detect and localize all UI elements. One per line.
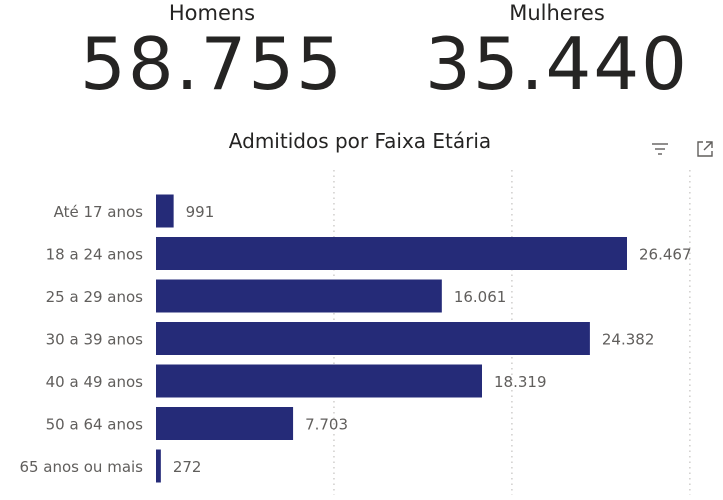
grid-lines — [333, 170, 691, 495]
bar[interactable] — [156, 364, 483, 398]
data-label: 7.703 — [305, 416, 348, 434]
bar[interactable] — [156, 279, 442, 313]
filter-icon[interactable] — [650, 139, 670, 159]
data-label: 24.382 — [602, 331, 655, 349]
data-label: 16.061 — [454, 288, 507, 306]
kpi-mulheres-value: 35.440 — [425, 22, 689, 106]
bar[interactable] — [156, 194, 174, 228]
kpi-homens-value: 58.755 — [80, 22, 344, 106]
category-label: 25 a 29 anos — [46, 288, 144, 306]
data-label: 272 — [173, 458, 202, 476]
category-label: Até 17 anos — [54, 203, 144, 221]
data-label: 991 — [186, 203, 215, 221]
bar[interactable] — [156, 449, 161, 483]
kpi-homens-label: Homens — [168, 1, 256, 25]
chart-title: Admitidos por Faixa Etária — [228, 129, 492, 153]
category-label: 18 a 24 anos — [46, 246, 144, 264]
bar[interactable] — [156, 322, 590, 355]
bar[interactable] — [156, 237, 627, 270]
kpi-mulheres: Mulheres 35.440 — [407, 0, 707, 102]
kpi-homens: Homens 58.755 — [62, 0, 362, 102]
category-label: 50 a 64 anos — [46, 416, 144, 434]
age-bar-chart: Até 17 anos 991 18 a 24 anos 26.467 25 a 29 … — [19, 170, 692, 495]
bar[interactable] — [156, 407, 294, 440]
category-label: 65 anos ou mais — [19, 458, 143, 476]
category-label: 40 a 49 anos — [46, 373, 144, 391]
kpi-mulheres-label: Mulheres — [509, 1, 605, 25]
data-label: 18.319 — [494, 373, 546, 391]
data-label: 26.467 — [639, 246, 692, 264]
bars: Até 17 anos 991 18 a 24 anos 26.467 25 a 29 … — [19, 194, 692, 483]
expand-icon[interactable] — [695, 139, 715, 159]
category-label: 30 a 39 anos — [46, 331, 144, 349]
